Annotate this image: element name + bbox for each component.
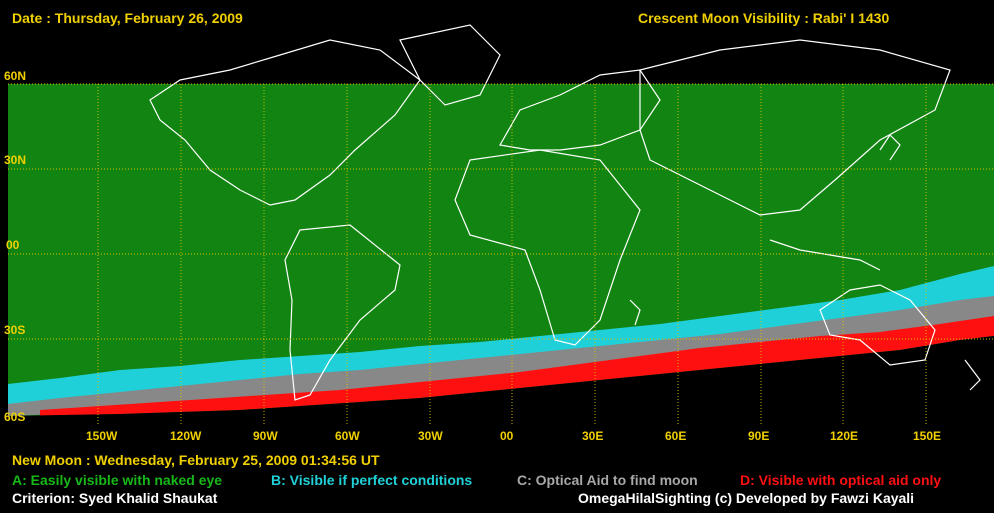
zone-d-band xyxy=(40,316,994,416)
polar-region-north xyxy=(0,0,994,84)
lon-label-60e: 60E xyxy=(665,429,687,443)
coast-new-zealand xyxy=(964,359,981,391)
legend-zone-d: D: Visible with optical aid only xyxy=(740,472,942,488)
date-label: Date : Thursday, February 26, 2009 xyxy=(12,10,243,26)
graticule xyxy=(8,83,994,424)
lon-label-150e: 150E xyxy=(913,429,942,443)
lon-label-150w: 150W xyxy=(86,429,118,443)
new-moon-label: New Moon : Wednesday, February 25, 2009 … xyxy=(12,452,380,468)
coast-south-america xyxy=(284,224,401,401)
legend-zone-b: B: Visible if perfect conditions xyxy=(271,472,473,488)
coast-australia xyxy=(819,284,936,366)
lon-label-90e: 90E xyxy=(748,429,770,443)
lon-label-30e: 30E xyxy=(582,429,604,443)
legend-zone-c: C: Optical Aid to find moon xyxy=(517,472,698,488)
map-title: Crescent Moon Visibility : Rabi' I 1430 xyxy=(638,10,890,26)
lat-label-60n: 60N xyxy=(4,69,27,83)
coast-europe xyxy=(499,69,661,151)
coast-indonesia xyxy=(769,239,881,271)
coastlines xyxy=(149,24,981,401)
coast-africa xyxy=(454,149,641,346)
coast-japan xyxy=(879,134,901,161)
lon-label-30w: 30W xyxy=(418,429,443,443)
criterion-label: Criterion: Syed Khalid Shaukat xyxy=(12,490,218,506)
zone-b-band xyxy=(8,266,994,414)
coast-asia xyxy=(639,39,951,216)
lon-label-60w: 60W xyxy=(335,429,360,443)
zone-c-band xyxy=(8,296,994,416)
lat-label-60s: 60S xyxy=(4,410,26,424)
lon-label-120w: 120W xyxy=(170,429,202,443)
lat-label-30n: 30N xyxy=(4,153,27,167)
lon-label-00: 00 xyxy=(500,429,514,443)
coast-greenland xyxy=(399,24,501,106)
lon-label-90w: 90W xyxy=(253,429,278,443)
lon-label-120e: 120E xyxy=(830,429,859,443)
coast-north-america xyxy=(149,39,421,206)
lat-label-00: 00 xyxy=(6,238,20,252)
coast-madagascar xyxy=(629,299,641,326)
credit-label: OmegaHilalSighting (c) Developed by Fawz… xyxy=(578,490,915,506)
legend-zone-a: A: Easily visible with naked eye xyxy=(12,472,223,488)
lat-label-30s: 30S xyxy=(4,323,26,337)
no-visibility-region xyxy=(0,336,994,513)
